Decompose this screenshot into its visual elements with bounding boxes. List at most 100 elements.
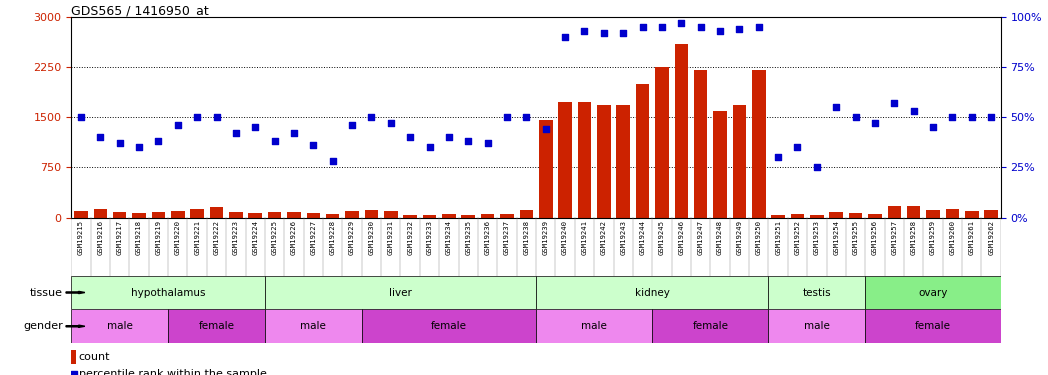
- Point: [170, 122, 187, 128]
- Bar: [210, 207, 223, 218]
- Point: [556, 34, 573, 40]
- Point: [576, 28, 593, 34]
- Bar: [74, 211, 88, 217]
- Bar: [810, 215, 824, 217]
- Point: [296, 299, 312, 305]
- Point: [324, 158, 341, 164]
- Text: GSM19226: GSM19226: [291, 220, 297, 255]
- Text: GSM19235: GSM19235: [465, 220, 472, 255]
- Bar: [694, 70, 707, 217]
- Bar: [265, 276, 536, 309]
- Text: GSM19256: GSM19256: [872, 220, 878, 255]
- Text: GSM19242: GSM19242: [601, 220, 607, 255]
- Text: male: male: [804, 321, 830, 331]
- Text: GSM19246: GSM19246: [678, 220, 684, 255]
- Bar: [191, 209, 204, 218]
- Bar: [675, 44, 689, 218]
- Bar: [171, 211, 184, 218]
- Bar: [655, 67, 669, 218]
- Text: GSM19243: GSM19243: [620, 220, 627, 255]
- Point: [518, 114, 534, 120]
- Point: [905, 108, 922, 114]
- Bar: [287, 212, 301, 217]
- Bar: [132, 213, 146, 217]
- Bar: [248, 213, 262, 217]
- Bar: [265, 309, 362, 343]
- Bar: [71, 350, 77, 364]
- Point: [421, 144, 438, 150]
- Text: GSM19260: GSM19260: [949, 220, 956, 255]
- Point: [983, 114, 1000, 120]
- Text: GSM19237: GSM19237: [504, 220, 510, 255]
- Point: [847, 114, 864, 120]
- Text: GSM19257: GSM19257: [892, 220, 897, 255]
- Bar: [907, 206, 920, 218]
- Text: GSM19259: GSM19259: [930, 220, 936, 255]
- Bar: [829, 212, 843, 217]
- Text: female: female: [198, 321, 235, 331]
- Bar: [888, 206, 901, 218]
- Text: female: female: [431, 321, 467, 331]
- Point: [150, 138, 167, 144]
- Text: tissue: tissue: [90, 358, 123, 368]
- Text: GSM19229: GSM19229: [349, 220, 355, 255]
- Text: GSM19238: GSM19238: [523, 220, 529, 255]
- Point: [673, 20, 690, 26]
- Text: GSM19251: GSM19251: [776, 220, 781, 255]
- Bar: [926, 210, 940, 218]
- Point: [209, 114, 225, 120]
- Text: count: count: [79, 352, 110, 362]
- Bar: [771, 216, 785, 217]
- Bar: [559, 102, 572, 218]
- Text: GSM19253: GSM19253: [814, 220, 820, 255]
- Point: [131, 144, 148, 150]
- Text: liver: liver: [389, 288, 412, 297]
- Bar: [93, 210, 107, 218]
- Text: GSM19232: GSM19232: [408, 220, 413, 255]
- Point: [247, 124, 264, 130]
- Point: [305, 142, 322, 148]
- Point: [732, 26, 748, 32]
- Bar: [230, 212, 243, 217]
- Point: [227, 130, 244, 136]
- Point: [693, 24, 709, 30]
- Text: kidney: kidney: [635, 288, 670, 297]
- Bar: [536, 309, 652, 343]
- Text: GSM19233: GSM19233: [427, 220, 433, 255]
- Bar: [152, 212, 166, 217]
- Text: percentile rank within the sample: percentile rank within the sample: [79, 369, 266, 375]
- Text: male: male: [582, 321, 607, 331]
- Bar: [652, 309, 768, 343]
- Point: [383, 120, 399, 126]
- Point: [944, 114, 961, 120]
- Bar: [791, 214, 804, 217]
- Text: male: male: [301, 321, 326, 331]
- Bar: [365, 210, 378, 218]
- Text: GSM19241: GSM19241: [582, 220, 588, 255]
- Bar: [577, 102, 591, 218]
- Bar: [384, 211, 397, 217]
- Bar: [71, 309, 168, 343]
- Point: [595, 30, 612, 36]
- Bar: [965, 211, 979, 217]
- Text: GSM19219: GSM19219: [155, 220, 161, 255]
- Point: [963, 114, 980, 120]
- Text: GSM19230: GSM19230: [369, 220, 374, 255]
- Bar: [113, 212, 127, 217]
- Bar: [866, 276, 1001, 309]
- Point: [499, 114, 516, 120]
- Point: [111, 140, 128, 146]
- Bar: [597, 105, 611, 218]
- Bar: [461, 215, 475, 217]
- Text: GSM19249: GSM19249: [737, 220, 742, 255]
- Point: [828, 104, 845, 110]
- Point: [460, 138, 477, 144]
- Point: [344, 122, 361, 128]
- Text: GSM19254: GSM19254: [833, 220, 839, 255]
- Text: ovary: ovary: [918, 288, 947, 297]
- Text: tissue: tissue: [30, 288, 63, 297]
- Bar: [481, 214, 495, 217]
- Text: GSM19234: GSM19234: [445, 220, 452, 255]
- Bar: [520, 210, 533, 218]
- Text: GSM19222: GSM19222: [214, 220, 219, 255]
